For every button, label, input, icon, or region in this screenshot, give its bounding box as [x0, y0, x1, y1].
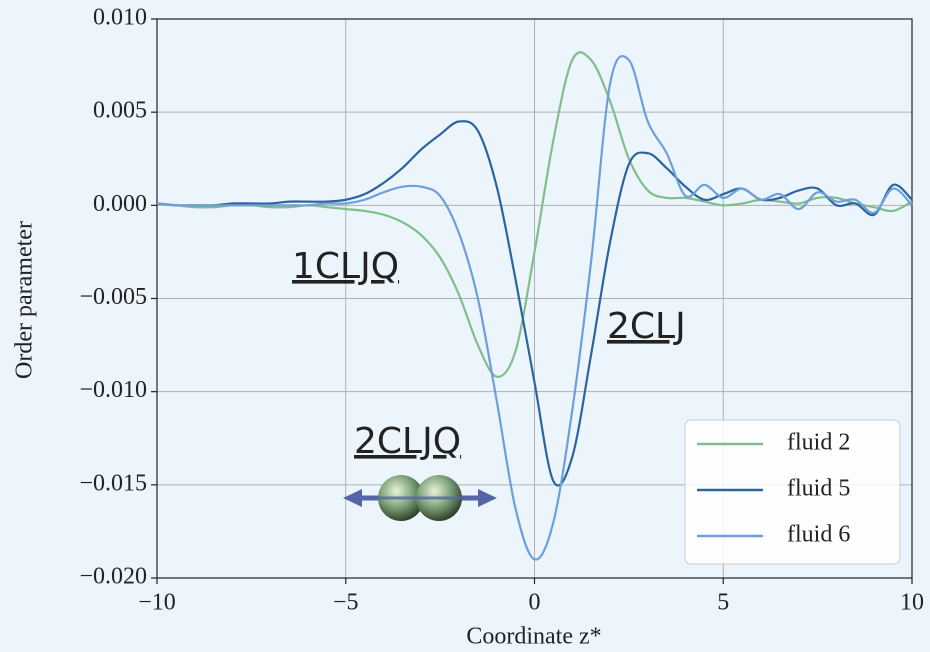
chart: Order parameter Coordinate z* −0.020 −0.0…	[0, 0, 930, 652]
y-tick-label: −0.010	[79, 377, 147, 403]
y-tick-label: 0.005	[93, 98, 147, 124]
y-tick-label: 0.000	[93, 191, 147, 217]
x-tick-label: −10	[138, 590, 176, 616]
legend: fluid 2 fluid 5 fluid 6	[685, 420, 900, 564]
y-tick-label: 0.010	[93, 5, 147, 31]
annotation: 2CLJ	[607, 306, 686, 347]
y-tick-label: −0.020	[79, 564, 147, 590]
y-axis-label: Order parameter	[12, 221, 38, 379]
legend-label: fluid 2	[787, 430, 850, 456]
annotation: 1CLJQ	[292, 246, 399, 287]
x-tick-label: −5	[333, 590, 359, 616]
y-tick-label: −0.015	[79, 470, 147, 496]
x-axis-label: Coordinate z*	[466, 624, 601, 650]
legend-label: fluid 6	[787, 522, 850, 548]
legend-label: fluid 5	[787, 476, 850, 502]
x-tick-label: 0	[529, 590, 541, 616]
x-tick-label: 5	[717, 590, 729, 616]
y-tick-label: −0.005	[79, 284, 147, 310]
x-tick-label: 10	[900, 590, 924, 616]
annotation: 2CLJQ	[354, 421, 461, 462]
